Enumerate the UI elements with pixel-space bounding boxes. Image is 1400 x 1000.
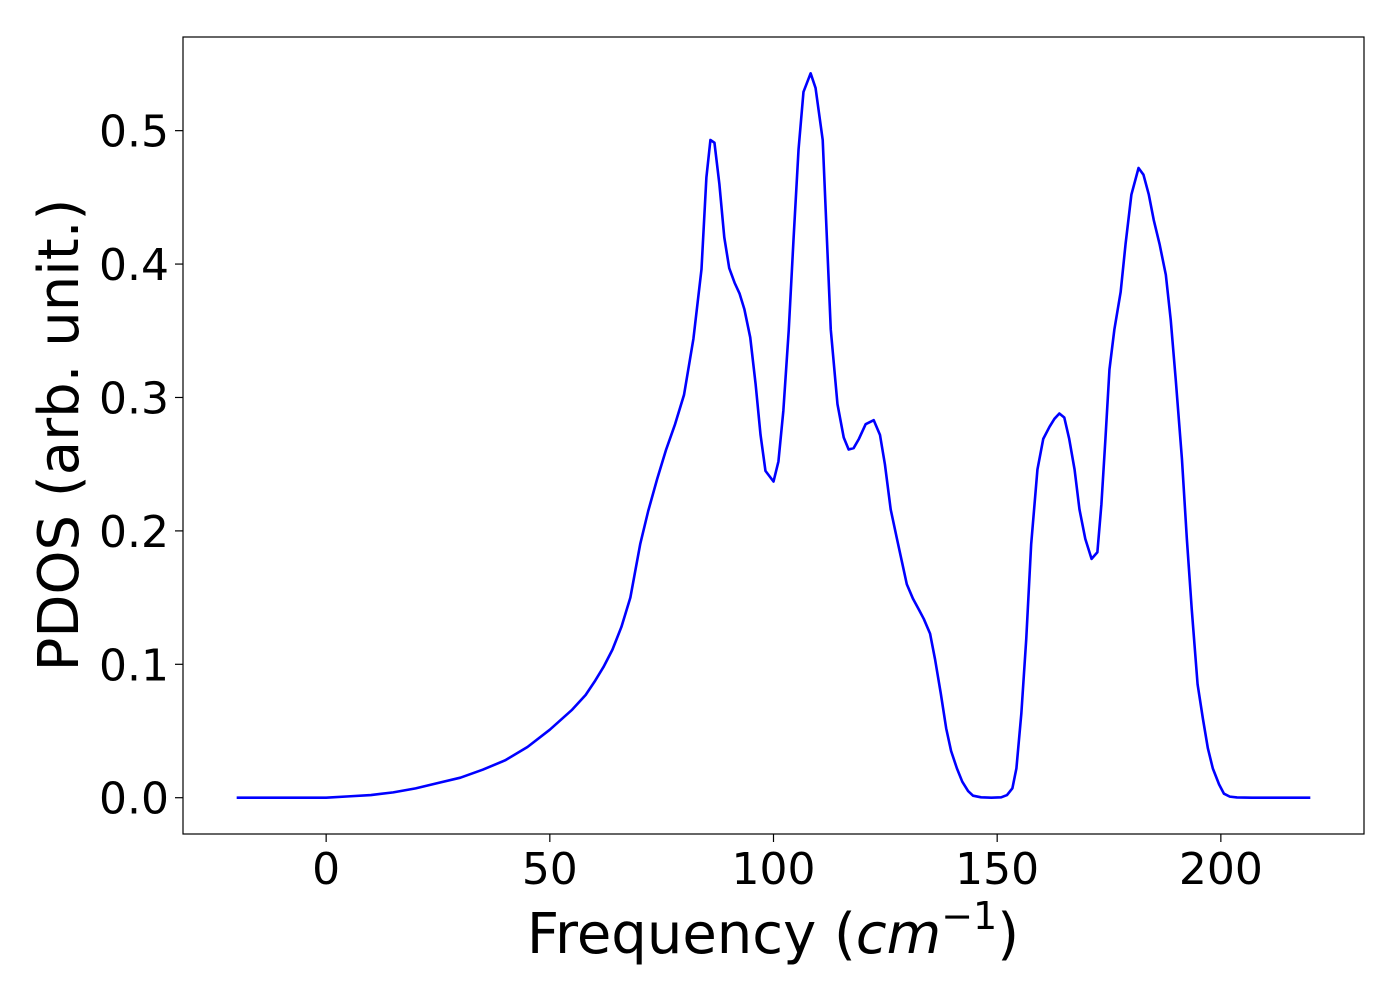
x-tick-label: 0 — [312, 844, 340, 895]
x-axis-label: Frequency (cm−1) — [527, 894, 1019, 967]
pdos-line — [236, 71, 1311, 800]
x-label-part: −1 — [941, 894, 997, 938]
x-tick-label: 200 — [1179, 844, 1263, 895]
y-tick-label: 0.5 — [99, 107, 169, 158]
x-label-part: Frequency ( — [527, 902, 856, 967]
y-tick-label: 0.4 — [99, 240, 169, 291]
y-tick-label: 0.2 — [99, 507, 169, 558]
x-label-part: ) — [997, 902, 1019, 967]
y-tick-label: 0.3 — [99, 373, 169, 424]
y-tick-label: 0.1 — [99, 640, 169, 691]
plot-frame — [182, 36, 1365, 835]
x-tick-label: 100 — [732, 844, 816, 895]
x-tick-label: 50 — [522, 844, 578, 895]
x-tick-label: 150 — [955, 844, 1039, 895]
y-axis-label: PDOS (arb. unit.) — [27, 199, 92, 672]
y-tick-label: 0.0 — [99, 774, 169, 825]
x-label-part: cm — [856, 902, 941, 967]
